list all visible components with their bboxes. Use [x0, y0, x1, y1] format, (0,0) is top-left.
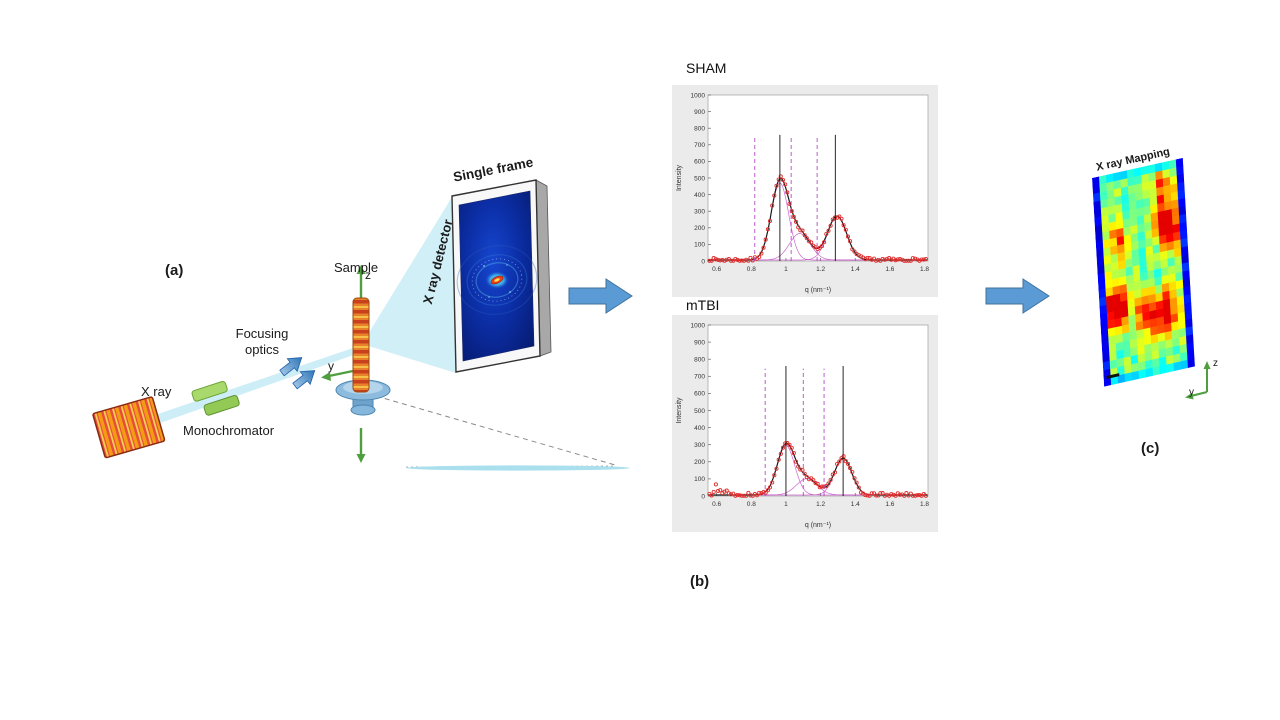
xray-detector: [451, 179, 552, 373]
svg-text:0.8: 0.8: [747, 266, 756, 273]
svg-text:1.6: 1.6: [885, 266, 894, 273]
mtbi-title: mTBI: [686, 297, 720, 313]
panel-a-label: (a): [165, 262, 184, 279]
mapping-axes: [1185, 361, 1211, 400]
panel-c-label: (c): [1141, 440, 1160, 457]
z-axis-arrow: [356, 265, 366, 300]
svg-text:300: 300: [694, 442, 705, 449]
sample-label: Sample: [334, 260, 379, 275]
beamline-schematic: [92, 179, 630, 471]
svg-text:1.8: 1.8: [920, 266, 929, 273]
svg-text:Intensity: Intensity: [676, 164, 683, 191]
sham-title: SHAM: [686, 60, 727, 76]
z-axis-label: z: [365, 268, 371, 282]
svg-text:900: 900: [694, 109, 705, 116]
svg-text:1.4: 1.4: [851, 266, 860, 273]
sham-plot: 0 100 200 300 400 500 600 700 800 900 1000 0.6 0.8 1 1…: [672, 85, 938, 297]
focusing-optics-label: Focusing optics: [235, 326, 289, 357]
svg-text:400: 400: [694, 192, 705, 199]
heatmap-svg: [1092, 157, 1196, 387]
beam-sliver: [406, 465, 630, 471]
svg-text:1.4: 1.4: [851, 501, 860, 508]
xray-mapping-heatmap: [1092, 157, 1196, 387]
arrow-a-to-b: [568, 278, 633, 314]
svg-text:800: 800: [694, 126, 705, 133]
svg-text:400: 400: [694, 425, 705, 432]
svg-text:800: 800: [694, 357, 705, 364]
mapping-z-label: z: [1213, 358, 1218, 369]
sample-rod: [352, 297, 370, 393]
svg-text:0.6: 0.6: [712, 501, 721, 508]
xray-source: [92, 396, 166, 459]
svg-text:1000: 1000: [691, 92, 706, 99]
y-axis-arrow: [321, 369, 354, 381]
svg-text:100: 100: [694, 242, 705, 249]
svg-text:1.2: 1.2: [816, 266, 825, 273]
svg-text:1: 1: [784, 266, 788, 273]
down-axis-arrow: [356, 428, 366, 463]
svg-text:700: 700: [694, 374, 705, 381]
arrow-b-to-c: [985, 278, 1050, 314]
svg-text:q (nm⁻¹): q (nm⁻¹): [805, 287, 831, 294]
xray-label: X ray: [141, 384, 172, 399]
svg-text:0.6: 0.6: [712, 266, 721, 273]
mtbi-plot: 0 100 200 300 400 500 600 700 800 900 1000 0.6 0.8 1 1…: [672, 315, 938, 532]
svg-text:300: 300: [694, 209, 705, 216]
sham-chart-svg: 0 100 200 300 400 500 600 700 800 900 1000 0.6 0.8 1 1…: [676, 92, 929, 294]
svg-text:1: 1: [784, 501, 788, 508]
panel-b-label: (b): [690, 573, 710, 590]
mtbi-chart-svg: 0 100 200 300 400 500 600 700 800 900 1000 0.6 0.8 1 1…: [676, 322, 929, 529]
svg-text:500: 500: [694, 175, 705, 182]
mapping-y-label: y: [1189, 387, 1194, 398]
svg-text:0: 0: [701, 258, 705, 265]
svg-text:1.2: 1.2: [816, 501, 825, 508]
monochromator-label: Monochromator: [183, 423, 275, 438]
svg-text:600: 600: [694, 391, 705, 398]
svg-text:700: 700: [694, 142, 705, 149]
svg-text:1.8: 1.8: [920, 501, 929, 508]
svg-text:Intensity: Intensity: [676, 397, 683, 424]
scattering-cone: [362, 197, 456, 373]
svg-text:600: 600: [694, 159, 705, 166]
y-axis-label: y: [328, 359, 334, 373]
svg-text:200: 200: [694, 459, 705, 466]
svg-text:1.6: 1.6: [885, 501, 894, 508]
svg-text:0.8: 0.8: [747, 501, 756, 508]
svg-text:200: 200: [694, 225, 705, 232]
xray-beam: [146, 345, 362, 428]
focusing-optics: [279, 357, 316, 390]
diffraction-spot: [490, 275, 504, 285]
zoom-dashed-line-1: [375, 395, 616, 466]
monochromator: [191, 380, 240, 416]
svg-text:q (nm⁻¹): q (nm⁻¹): [805, 522, 831, 529]
svg-text:0: 0: [701, 493, 705, 500]
svg-text:500: 500: [694, 408, 705, 415]
svg-text:1000: 1000: [691, 322, 706, 329]
svg-text:100: 100: [694, 476, 705, 483]
svg-text:900: 900: [694, 339, 705, 346]
